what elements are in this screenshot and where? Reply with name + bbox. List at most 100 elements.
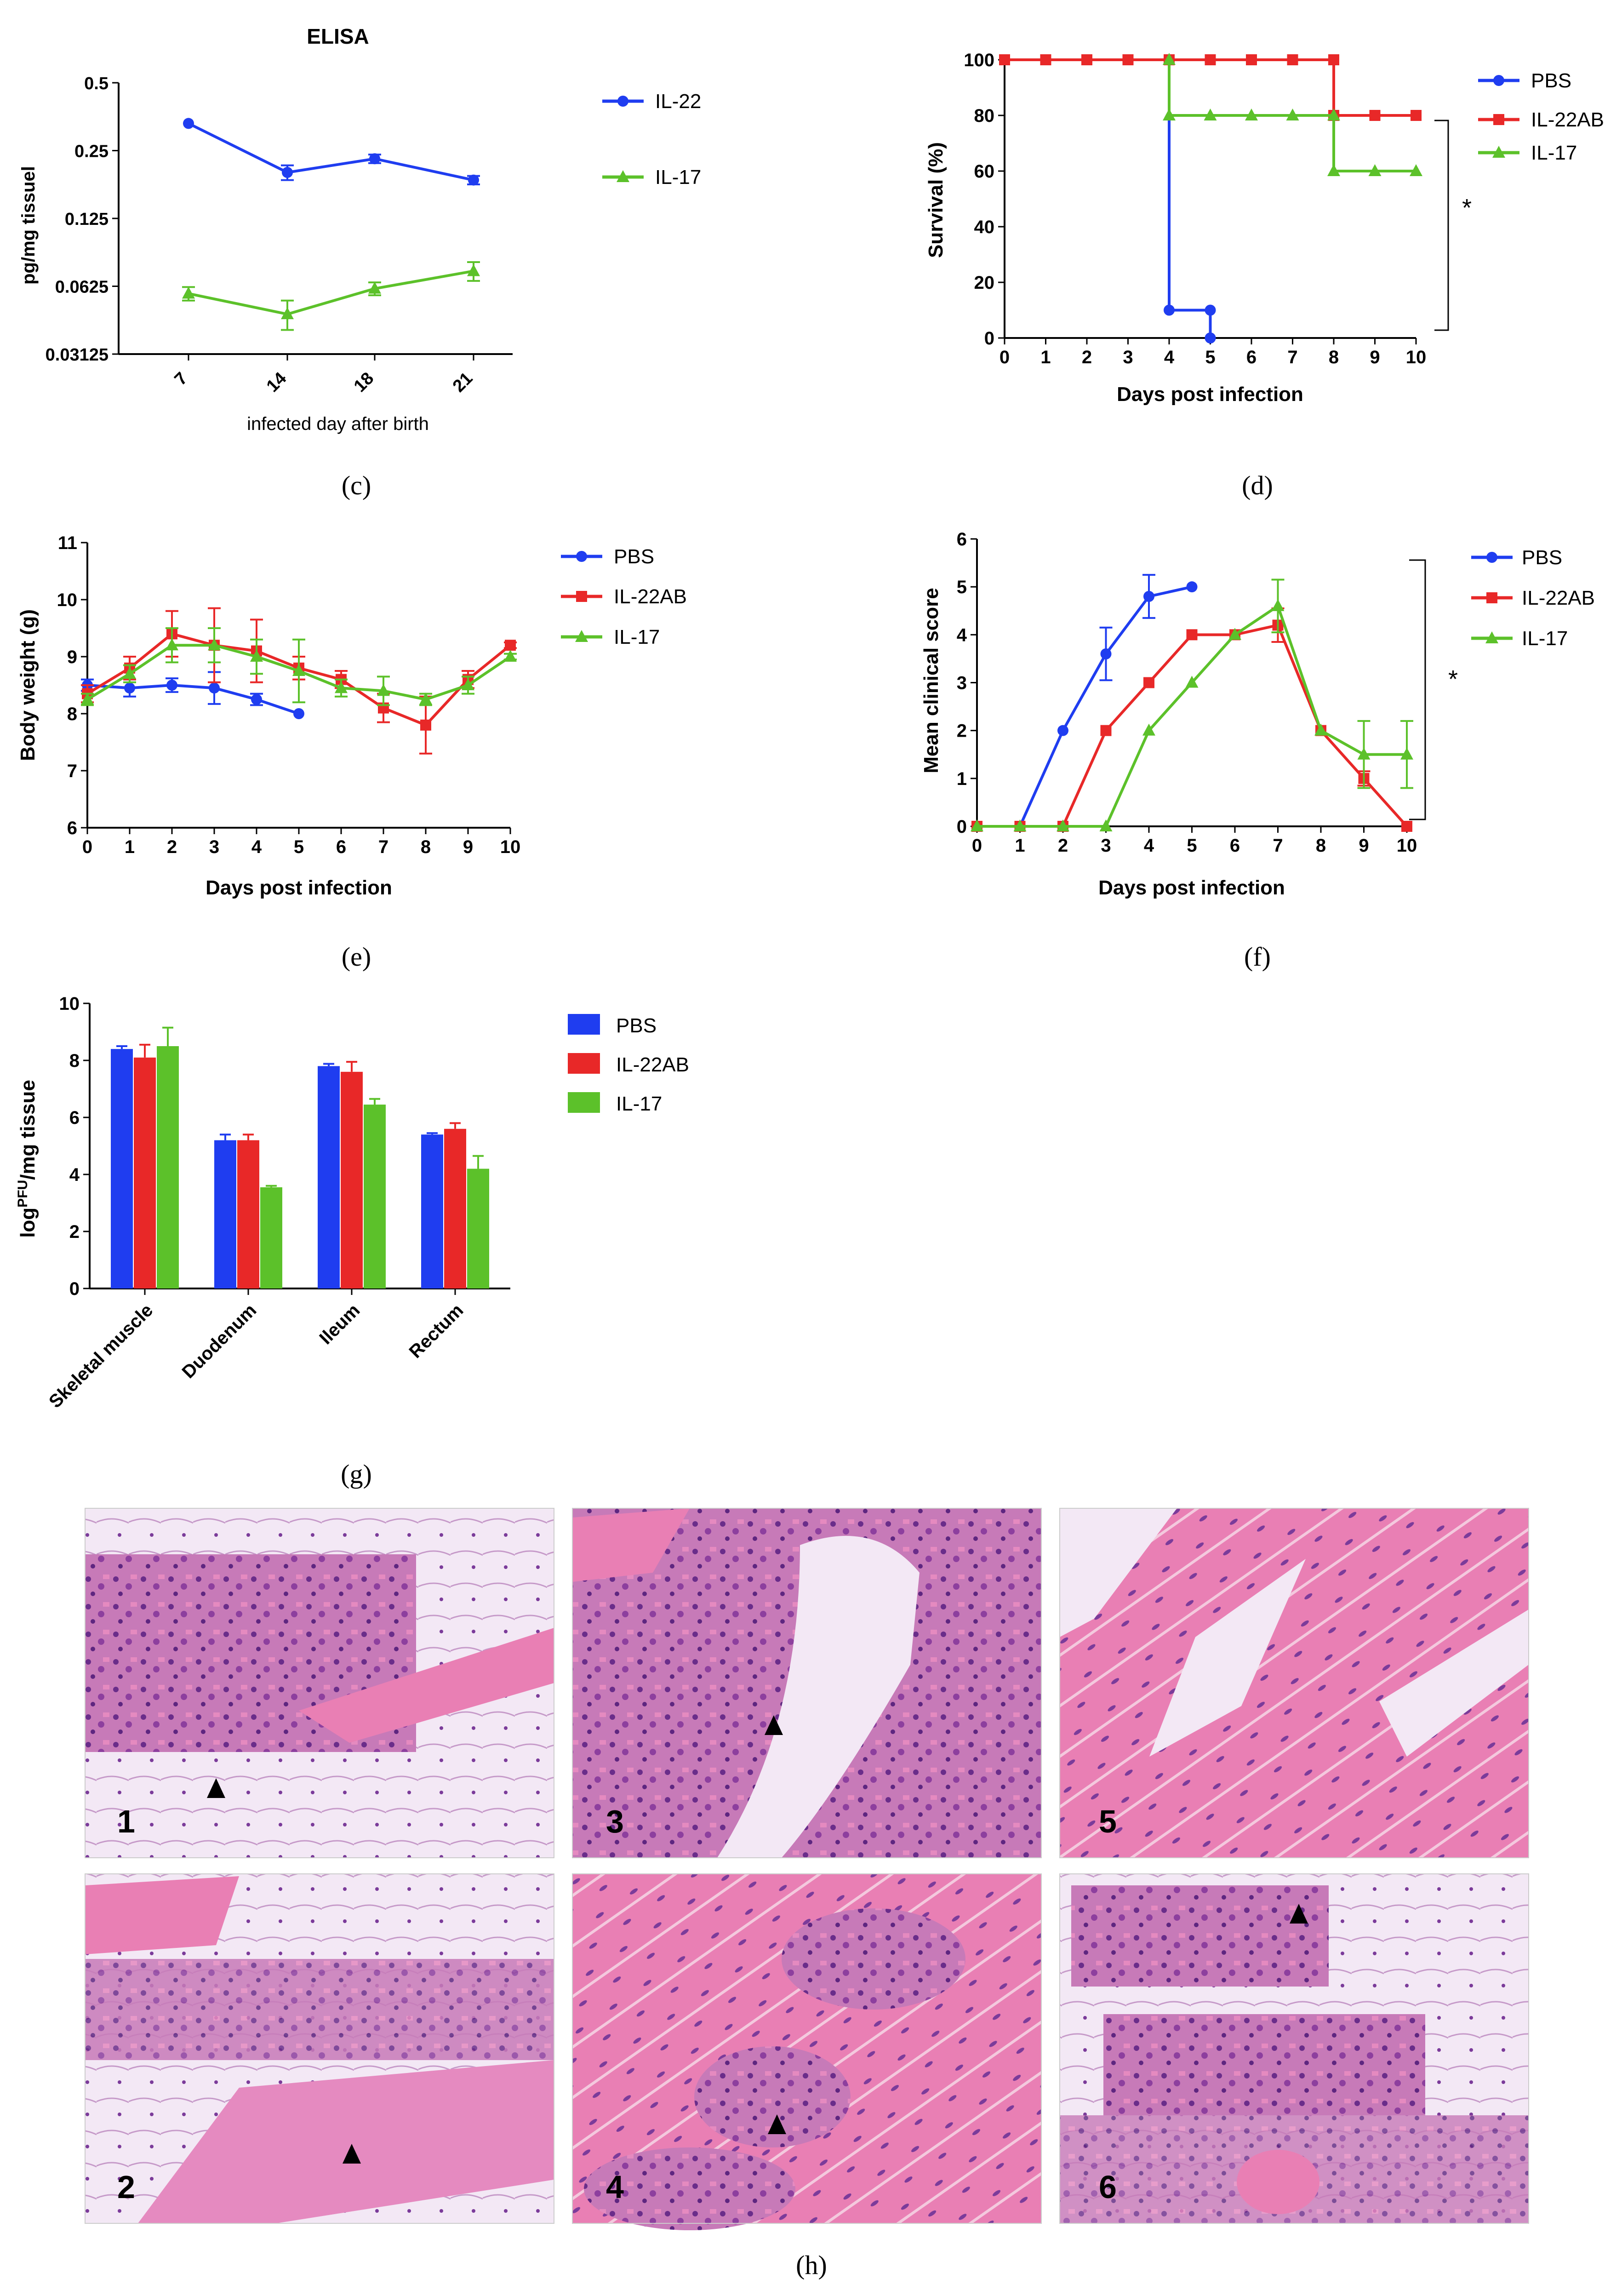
d-ytick-label: 100 (964, 50, 994, 70)
chart-d-xlabel: Days post infection (1117, 383, 1303, 406)
micrograph-4-label: 4 (606, 2169, 624, 2205)
g-bar (341, 1071, 363, 1288)
d-xtick-label: 2 (1082, 347, 1092, 367)
chart-d-ylabel: Survival (%) (925, 142, 947, 258)
g-bar (111, 1049, 133, 1288)
chart-e-ylabel: Body weight (g) (17, 609, 39, 761)
e-ytick-label: 11 (58, 533, 77, 553)
c-data-point (368, 281, 381, 294)
e-xtick-label: 3 (209, 837, 219, 857)
micrograph-3-label: 3 (606, 1804, 624, 1839)
legend-g-il17: IL-17 (616, 1093, 662, 1115)
e-ytick-label: 10 (57, 590, 78, 610)
c-data-point (282, 166, 293, 178)
d-data-point (1245, 109, 1258, 120)
g-xtick-label: Rectum (406, 1300, 468, 1362)
d-data-point (999, 54, 1010, 65)
d-series-line-0 (1005, 58, 1212, 338)
f-xtick-label: 0 (972, 836, 982, 856)
e-xtick-label: 2 (167, 837, 177, 857)
chart-c-xlabel: infected day after birth (247, 414, 429, 434)
f-data-point (1057, 819, 1069, 831)
chart-e-plot: 0 1 2 3 4 5 6 7 8 9 10 6 7 8 9 10 11 (57, 533, 521, 857)
g-bar (134, 1057, 156, 1288)
d-xtick-label: 10 (1406, 347, 1427, 367)
legend-e-il22ab: IL-22AB (614, 585, 687, 608)
g-bar (444, 1128, 466, 1288)
c-xtick-label: 14 (263, 369, 291, 396)
f-xtick-label: 7 (1273, 836, 1283, 856)
arrowhead-4-icon (768, 2114, 786, 2134)
d-data-point (1205, 304, 1216, 316)
d-xtick-label: 9 (1370, 347, 1380, 367)
g-bar (421, 1134, 443, 1288)
c-ytick-label: 0.125 (65, 210, 109, 229)
g-ytick-label: 4 (69, 1165, 80, 1185)
d-ytick-label: 20 (974, 273, 995, 293)
f-xtick-label: 9 (1359, 836, 1369, 856)
e-data-point (292, 664, 305, 676)
f-data-point (1142, 723, 1155, 736)
chart-g-legend: PBS IL-22AB IL-17 (568, 1014, 689, 1115)
chart-c-title: ELISA (307, 24, 369, 48)
legend-f-pbs: PBS (1522, 546, 1562, 569)
d-data-point (1164, 304, 1175, 316)
d-xtick-label: 1 (1040, 347, 1051, 367)
g-error-bar (427, 1132, 438, 1135)
chart-e-xlabel: Days post infection (206, 876, 392, 899)
c-xtick-label: 18 (350, 369, 378, 396)
g-error-bar (243, 1134, 254, 1140)
g-error-bar (323, 1063, 334, 1066)
micrograph-5: 5 (1059, 1508, 1529, 1858)
panel-label-c: (c) (342, 470, 371, 500)
e-data-point (504, 650, 517, 662)
d-data-point (1081, 54, 1092, 65)
e-xtick-label: 4 (251, 837, 262, 857)
c-data-point (182, 286, 195, 299)
f-ytick-label: 6 (957, 529, 967, 550)
panel-label-e: (e) (342, 942, 371, 972)
e-data-point (209, 682, 220, 694)
d-data-point (1410, 164, 1422, 176)
c-xtick-label: 21 (449, 369, 477, 396)
chart-f-legend: PBS IL-22AB IL-17 (1471, 546, 1595, 650)
d-data-point (1286, 109, 1299, 120)
legend-d-pbs: PBS (1531, 69, 1571, 92)
chart-f-significance: * (1448, 665, 1458, 693)
f-data-point (1314, 723, 1327, 736)
f-data-point (1013, 819, 1027, 831)
g-bar (260, 1187, 282, 1288)
f-series-line-1 (977, 624, 1408, 828)
legend-f-il22ab: IL-22AB (1522, 587, 1595, 609)
c-data-point (183, 118, 194, 129)
c-xtick-label: 7 (171, 369, 192, 389)
legend-g-pbs: PBS (616, 1014, 657, 1037)
f-ytick-label: 0 (957, 817, 967, 837)
f-data-point (1186, 629, 1198, 641)
chart-d-legend: PBS IL-22AB IL-17 (1478, 69, 1604, 164)
g-ytick-label: 6 (69, 1108, 80, 1128)
g-error-bar (266, 1185, 277, 1187)
e-data-point (251, 694, 262, 705)
micrograph-1: 1 (85, 1508, 554, 1858)
legend-d-il22ab: IL-22AB (1531, 109, 1604, 131)
panel-label-d: (d) (1242, 470, 1273, 500)
legend-c-il22: IL-22 (655, 90, 701, 113)
e-data-point (166, 638, 178, 651)
d-data-point (1040, 54, 1051, 65)
legend-e-pbs: PBS (614, 545, 654, 568)
g-bar (467, 1168, 489, 1288)
panel-g-chart: 0 2 4 6 8 10 Skeletal muscle Duodenum Ileum Rectu… (15, 994, 689, 1489)
e-data-point (462, 678, 474, 690)
e-data-point (250, 650, 263, 662)
arrowhead-3-icon (765, 1715, 783, 1735)
chart-g-plot: 0 2 4 6 8 10 Skeletal muscle Duodenum Ileum Rectu… (45, 994, 510, 1412)
d-data-point (1163, 109, 1176, 120)
d-xtick-label: 3 (1123, 347, 1133, 367)
e-xtick-label: 6 (336, 837, 346, 857)
g-error-bar (369, 1098, 380, 1105)
f-xtick-label: 6 (1230, 836, 1240, 856)
